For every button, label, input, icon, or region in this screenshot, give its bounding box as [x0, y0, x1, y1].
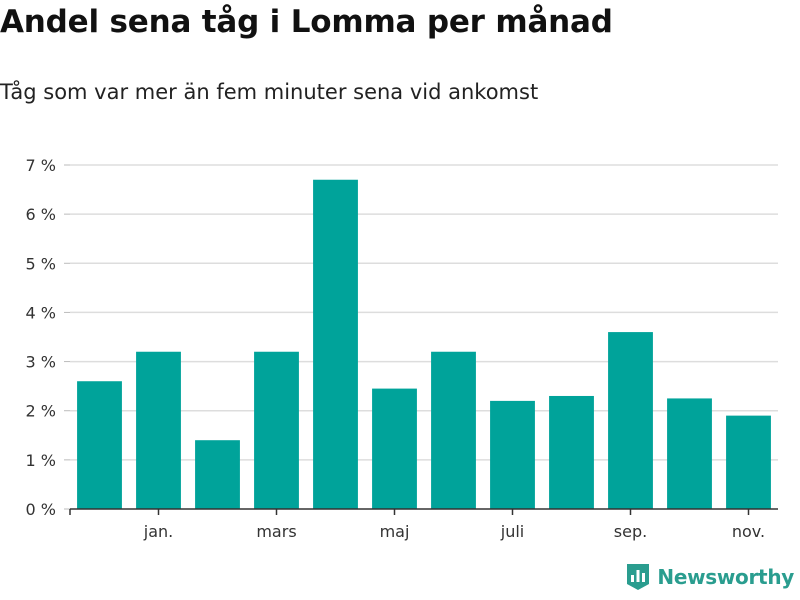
bar-aug	[549, 395, 594, 509]
y-tick-label: 4 %	[26, 303, 56, 322]
x-tick-label: sep.	[614, 522, 647, 541]
bar-dec	[77, 381, 122, 509]
newsworthy-logo-text: Newsworthy	[657, 565, 794, 589]
x-tick-label: jan.	[143, 522, 173, 541]
bar-sep	[608, 332, 653, 509]
bar-juli	[490, 400, 535, 509]
bar-maj	[372, 388, 417, 509]
x-tick-label: maj	[380, 522, 410, 541]
bar-apr	[313, 179, 358, 509]
bar-okt	[667, 398, 712, 509]
y-tick-label: 3 %	[26, 353, 56, 372]
y-tick-label: 5 %	[26, 254, 56, 273]
y-tick-label: 1 %	[26, 451, 56, 470]
bar-juni	[431, 351, 476, 509]
x-tick-label: nov.	[732, 522, 765, 541]
bar-mars	[254, 351, 299, 509]
y-tick-label: 0 %	[26, 500, 56, 519]
bar-feb	[195, 440, 240, 509]
x-tick-label: juli	[500, 522, 524, 541]
y-tick-label: 6 %	[26, 205, 56, 224]
x-tick-label: mars	[256, 522, 296, 541]
bar-nov	[726, 415, 771, 509]
y-tick-label: 2 %	[26, 402, 56, 421]
newsworthy-logo-icon	[627, 564, 650, 590]
y-tick-label: 7 %	[26, 156, 56, 175]
chart-title: Andel sena tåg i Lomma per månad	[0, 4, 613, 40]
chart-subtitle: Tåg som var mer än fem minuter sena vid …	[0, 80, 539, 104]
newsworthy-logo: Newsworthy	[625, 562, 794, 592]
bar-jan	[136, 351, 181, 509]
